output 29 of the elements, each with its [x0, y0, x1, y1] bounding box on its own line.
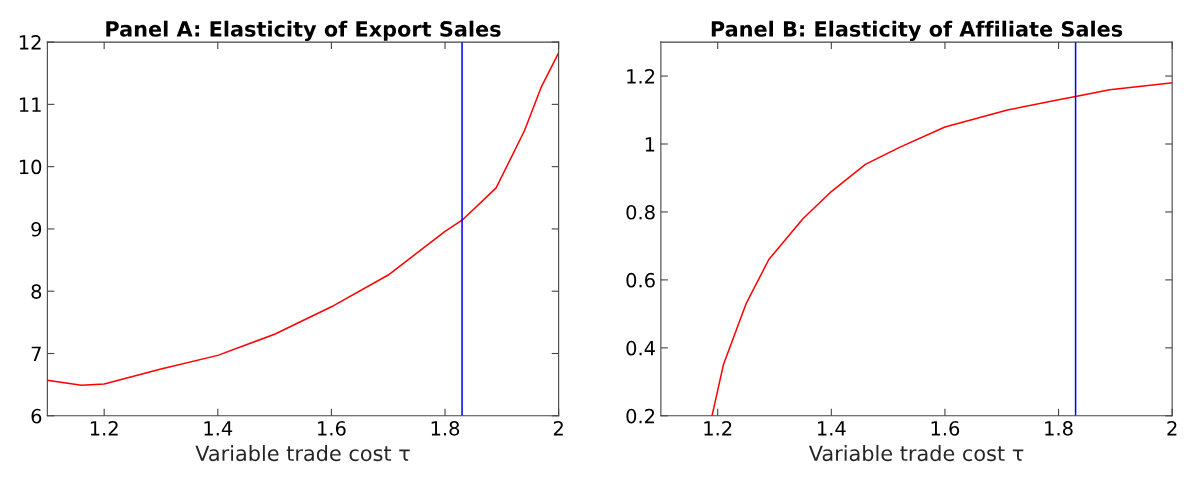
x-tick-label: 1.6 — [931, 421, 960, 436]
y-tick-label: 1.2 — [627, 69, 655, 84]
x-tick-label: 1.8 — [431, 421, 460, 436]
y-tick-label: 11 — [19, 97, 41, 112]
y-tick-label: 8 — [31, 284, 42, 299]
line-series — [47, 51, 559, 387]
line-series — [711, 82, 1173, 416]
x-tick-label: 1.4 — [204, 421, 233, 436]
x-axis-title: Variable trade cost τ — [195, 445, 410, 462]
x-axis-title: Variable trade cost τ — [808, 445, 1024, 462]
y-tick-label: 12 — [19, 35, 41, 50]
y-tick-label: 1 — [645, 137, 655, 152]
x-tick-label: 1.2 — [704, 421, 732, 436]
y-tick-label: 0.2 — [626, 408, 655, 424]
x-tick-label: 1.2 — [90, 421, 118, 436]
chart-title: Panel A: Elasticity of Export Sales — [106, 20, 501, 42]
x-tick-label: 1.6 — [318, 421, 346, 436]
y-tick-label: 0.8 — [626, 204, 655, 220]
y-tick-label: 10 — [19, 159, 42, 175]
x-tick-label: 1.8 — [1045, 421, 1073, 436]
x-tick-label: 2 — [1167, 421, 1177, 436]
chart-title: Panel B: Elasticity of Affiliate Sales — [711, 20, 1123, 42]
y-tick-label: 0.4 — [626, 340, 655, 356]
y-tick-label: 9 — [31, 221, 42, 237]
y-tick-label: 6 — [31, 408, 42, 424]
y-tick-label: 7 — [31, 346, 41, 361]
y-tick-label: 0.6 — [626, 272, 655, 288]
x-tick-label: 2 — [553, 421, 563, 436]
x-tick-label: 1.4 — [817, 421, 846, 436]
